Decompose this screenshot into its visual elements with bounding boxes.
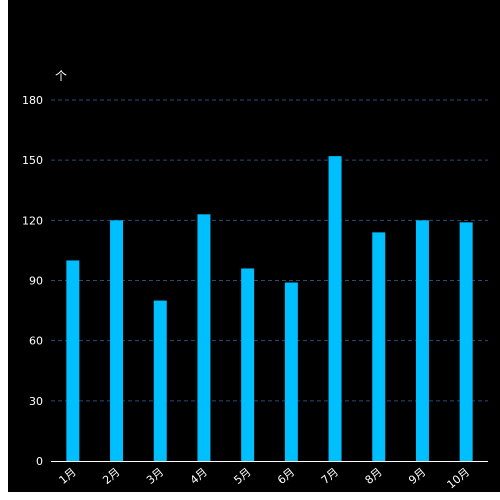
y-tick-label: 150: [22, 154, 43, 167]
y-tick-label: 120: [22, 214, 43, 227]
x-tick-label: 10月: [445, 465, 473, 491]
y-tick-label: 180: [22, 94, 43, 107]
y-tick-labels: 0 30 60 90 120 150 180: [22, 94, 43, 468]
bar-1: [66, 260, 80, 461]
x-tick-label: 5月: [231, 465, 253, 487]
bar-5: [241, 268, 255, 461]
bar-chart: 0 30 60 90 120 150 180 1月 2月 3月 4月 5月 6月 7月 8月 9月 10月 个: [22, 69, 488, 491]
bar-7: [328, 156, 342, 461]
x-tick-labels: 1月 2月 3月 4月 5月 6月 7月 8月 9月 10月: [57, 465, 472, 491]
bar-2: [110, 220, 124, 461]
y-tick-label: 90: [29, 275, 43, 288]
bar-8: [372, 232, 386, 461]
y-axis-unit-label: 个: [55, 69, 67, 83]
x-tick-label: 2月: [100, 465, 122, 487]
grid-lines: [51, 99, 488, 402]
x-tick-label: 4月: [188, 465, 210, 487]
x-tick-label: 1月: [57, 465, 79, 487]
bars: [66, 156, 473, 461]
x-tick-label: 9月: [406, 465, 428, 487]
chart-panel: 0 30 60 90 120 150 180 1月 2月 3月 4月 5月 6月 7月 8月 9月 10月 个: [8, 0, 500, 492]
y-tick-label: 30: [29, 395, 43, 408]
x-tick-label: 3月: [144, 465, 166, 487]
x-tick-label: 7月: [319, 465, 341, 487]
bar-9: [415, 220, 429, 461]
y-tick-label: 0: [36, 455, 43, 468]
bar-3: [153, 300, 167, 461]
bar-4: [197, 214, 211, 461]
bar-10: [459, 222, 473, 461]
x-tick-label: 8月: [363, 465, 385, 487]
y-tick-label: 60: [29, 335, 43, 348]
bar-6: [284, 282, 298, 461]
x-tick-label: 6月: [275, 465, 297, 487]
